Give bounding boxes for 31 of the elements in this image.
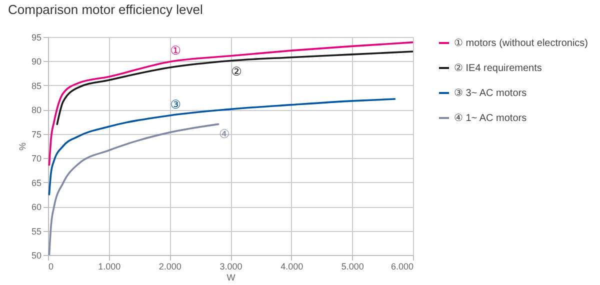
annotation: ③ (170, 97, 182, 112)
line-series (48, 98, 396, 196)
annotation: ④ (218, 127, 230, 142)
y-tick-label: 95 (31, 32, 42, 42)
y-axis-title: % (17, 142, 28, 151)
x-tick-label: 5.000 (341, 262, 364, 272)
y-tick-label: 85 (31, 80, 42, 91)
annotation: ② (231, 64, 242, 79)
legend-label: ② IE4 requirements (454, 63, 542, 74)
y-tick-label: 60 (31, 202, 42, 212)
y-tick-label: 90 (31, 56, 42, 67)
annotation: ① (170, 44, 182, 58)
x-tick-label: 3.000 (220, 262, 242, 272)
x-tick-label: 6.000 (390, 262, 414, 272)
x-tick-label: 4.000 (280, 262, 304, 272)
x-axis-title: W (226, 272, 236, 282)
y-tick-label: 80 (31, 105, 42, 116)
legend-label: ③ 3~ AC motors (454, 88, 527, 99)
legend-label: ① motors (without electronics) (454, 38, 588, 49)
y-tick-label: 55 (31, 226, 42, 236)
y-tick-label: 75 (31, 129, 42, 140)
x-tick-label: 2.000 (158, 262, 182, 272)
line-series (48, 123, 220, 255)
line-series (48, 41, 413, 166)
x-tick-label: 1.000 (98, 262, 121, 272)
y-tick-label: 65 (31, 178, 42, 188)
x-tick-label: 0 (48, 262, 54, 272)
legend-label: ④ 1~ AC motors (454, 113, 527, 124)
chart-title: Comparison motor efficiency level (8, 2, 203, 17)
y-tick-label: 70 (31, 154, 42, 164)
y-tick-label: 50 (31, 250, 42, 260)
